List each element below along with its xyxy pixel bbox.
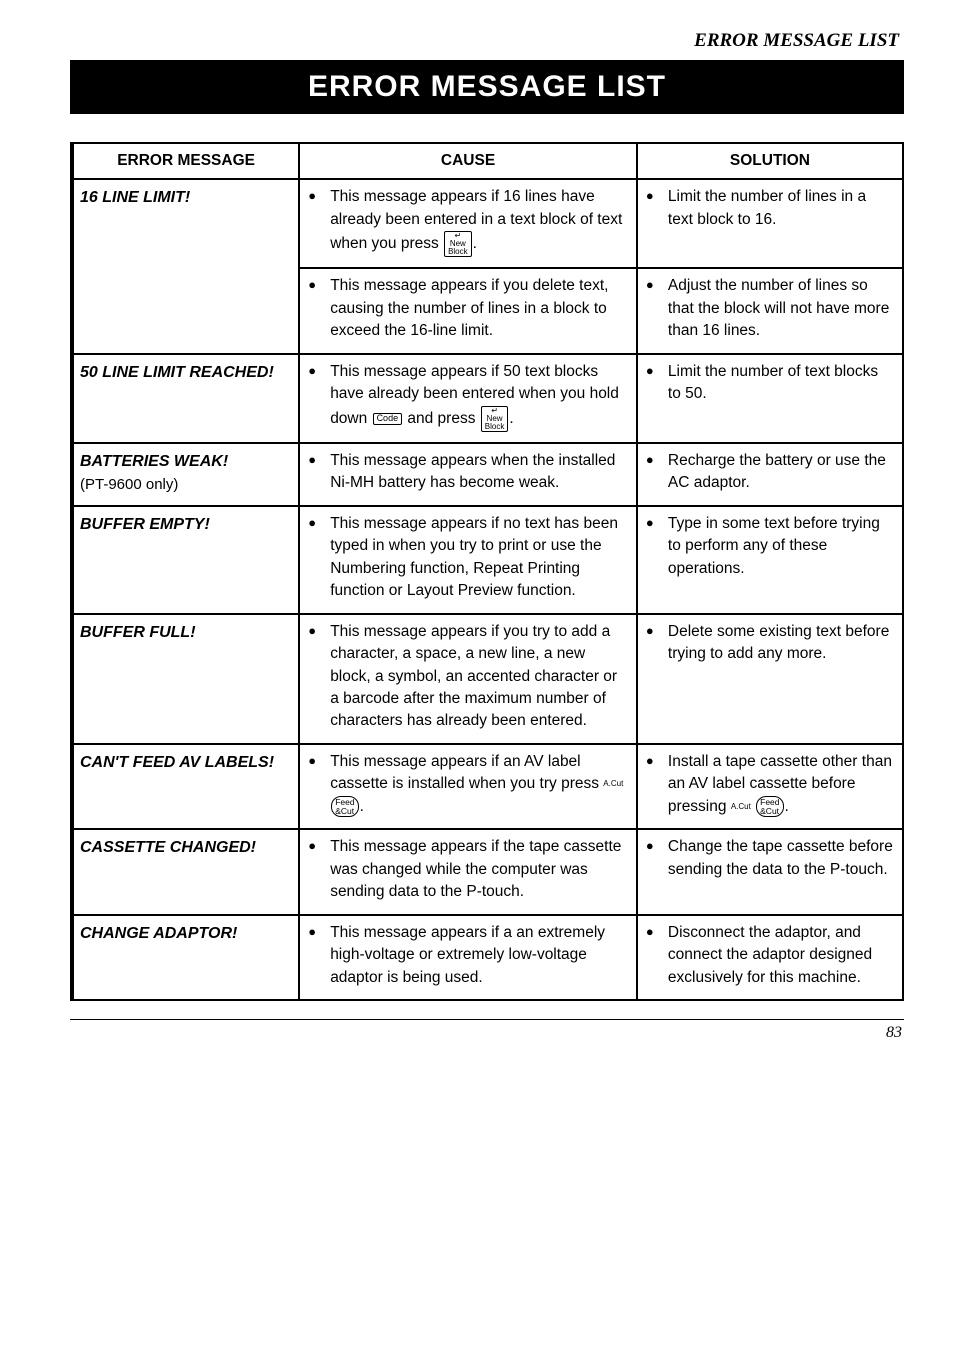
page-header-label: ERROR MESSAGE LIST	[70, 30, 904, 52]
error-table: ERROR MESSAGE CAUSE SOLUTION 16 LINE LIM…	[70, 142, 904, 1001]
table-row: CASSETTE CHANGED! This message appears i…	[72, 829, 903, 914]
table-row: BUFFER FULL! This message appears if you…	[72, 614, 903, 744]
feedcut-key-icon: Feed&Cut	[756, 796, 783, 817]
cause-text: This message appears when the installed …	[306, 450, 628, 495]
solution-text: Change the tape cassette before sending …	[644, 836, 894, 881]
table-row: BUFFER EMPTY! This message appears if no…	[72, 506, 903, 614]
solution-text: Adjust the number of lines so that the b…	[644, 275, 894, 342]
cause-cell: This message appears if you try to add a…	[299, 614, 637, 744]
solution-text: Delete some existing text before trying …	[644, 621, 894, 666]
solution-cell: Limit the number of text blocks to 50.	[637, 354, 903, 443]
cause-cell: This message appears if an AV label cass…	[299, 744, 637, 829]
solution-text: Limit the number of text blocks to 50.	[644, 361, 894, 406]
solution-cell: Recharge the battery or use the AC adapt…	[637, 443, 903, 506]
table-row: CAN'T FEED AV LABELS! This message appea…	[72, 744, 903, 829]
msg-change-adaptor: CHANGE ADAPTOR!	[72, 915, 299, 1000]
cause-cell: This message appears if the tape cassett…	[299, 829, 637, 914]
solution-text: Limit the number of lines in a text bloc…	[644, 186, 894, 231]
msg-cassette-changed: CASSETTE CHANGED!	[72, 829, 299, 914]
feedcut-key-icon: Feed&Cut	[331, 796, 358, 817]
cause-text: This message appears if a an extremely h…	[306, 922, 628, 989]
code-key-icon: Code	[373, 413, 403, 425]
msg-label: BATTERIES WEAK!	[80, 453, 228, 470]
msg-buffer-full: BUFFER FULL!	[72, 614, 299, 744]
solution-text: Recharge the battery or use the AC adapt…	[644, 450, 894, 495]
cause-text: This message appears if you try to add a…	[306, 621, 628, 733]
cause-text-mid: and press	[407, 410, 479, 427]
table-row: BATTERIES WEAK! (PT-9600 only) This mess…	[72, 443, 903, 506]
solution-text: Type in some text before trying to perfo…	[644, 513, 894, 580]
acut-label: A.Cut	[603, 780, 623, 788]
solution-cell: Install a tape cassette other than an AV…	[637, 744, 903, 829]
msg-cant-feed-av: CAN'T FEED AV LABELS!	[72, 744, 299, 829]
col-cause: CAUSE	[299, 143, 637, 179]
newblock-key-icon: ↵NewBlock	[444, 231, 472, 257]
msg-subnote: (PT-9600 only)	[80, 476, 178, 493]
cause-text: This message appears if an AV label cass…	[330, 753, 603, 792]
col-solution: SOLUTION	[637, 143, 903, 179]
msg-50-line-limit: 50 LINE LIMIT REACHED!	[72, 354, 299, 443]
cause-cell: This message appears if a an extremely h…	[299, 915, 637, 1000]
msg-batteries-weak: BATTERIES WEAK! (PT-9600 only)	[72, 443, 299, 506]
solution-cell: Type in some text before trying to perfo…	[637, 506, 903, 614]
acut-label: A.Cut	[731, 803, 751, 811]
msg-16-line-limit: 16 LINE LIMIT!	[72, 179, 299, 353]
solution-cell: Adjust the number of lines so that the b…	[637, 268, 903, 353]
cause-cell: This message appears if no text has been…	[299, 506, 637, 614]
cause-text: This message appears if the tape cassett…	[306, 836, 628, 903]
cause-cell: This message appears if 16 lines have al…	[299, 179, 637, 268]
solution-cell: Limit the number of lines in a text bloc…	[637, 179, 903, 268]
page-number: 83	[70, 1019, 904, 1042]
cause-text: This message appears if no text has been…	[306, 513, 628, 603]
msg-buffer-empty: BUFFER EMPTY!	[72, 506, 299, 614]
table-row: 16 LINE LIMIT! This message appears if 1…	[72, 179, 903, 268]
cause-cell: This message appears when the installed …	[299, 443, 637, 506]
table-row: CHANGE ADAPTOR! This message appears if …	[72, 915, 903, 1000]
newblock-key-icon: ↵NewBlock	[481, 406, 509, 432]
cause-text: This message appears if 16 lines have al…	[330, 188, 622, 252]
cause-cell: This message appears if 50 text blocks h…	[299, 354, 637, 443]
cause-cell: This message appears if you delete text,…	[299, 268, 637, 353]
solution-cell: Delete some existing text before trying …	[637, 614, 903, 744]
solution-cell: Disconnect the adaptor, and connect the …	[637, 915, 903, 1000]
col-error-message: ERROR MESSAGE	[72, 143, 299, 179]
solution-cell: Change the tape cassette before sending …	[637, 829, 903, 914]
table-row: 50 LINE LIMIT REACHED! This message appe…	[72, 354, 903, 443]
page-title: ERROR MESSAGE LIST	[70, 60, 904, 114]
cause-text: This message appears if you delete text,…	[306, 275, 628, 342]
solution-text: Disconnect the adaptor, and connect the …	[644, 922, 894, 989]
